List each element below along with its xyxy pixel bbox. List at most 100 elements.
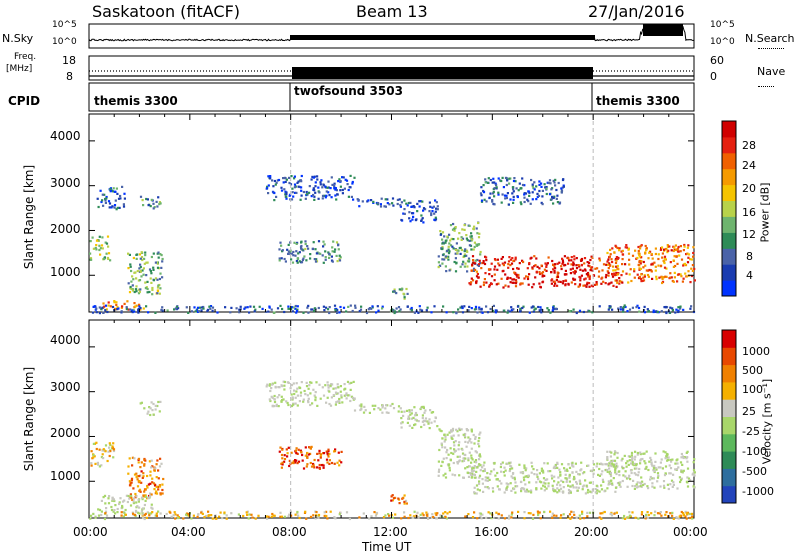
panel-1-cell <box>640 482 643 485</box>
panel-0-cell <box>313 309 316 313</box>
panel-0-cell <box>395 307 398 310</box>
panel-0-cell <box>175 306 178 309</box>
panel-1-cell <box>556 487 559 490</box>
panel-1-cell <box>410 412 413 415</box>
panel-1-cell <box>286 452 289 455</box>
panel-0-cell <box>117 307 120 310</box>
panel-1-cell <box>663 486 666 489</box>
panel-1-cell <box>662 450 665 453</box>
panel-1-cell <box>546 462 549 465</box>
panel-1-cell <box>446 448 449 452</box>
xtick-1600: 16:00 <box>474 525 509 539</box>
panel-1-cell <box>481 513 484 516</box>
panel-0-cell <box>573 255 576 258</box>
panel-1-cell <box>442 457 445 460</box>
panel-0-cell <box>358 205 361 208</box>
panel-0-cell <box>336 260 339 263</box>
panel-1-cell <box>676 487 679 490</box>
panel-1-cell <box>144 499 147 502</box>
panel-1-cell <box>633 464 636 467</box>
panel-1-cell <box>689 516 692 520</box>
panel-1-cell <box>247 517 250 520</box>
panel-1-cell <box>89 517 92 520</box>
panel-1-cell <box>132 512 135 515</box>
panel-1-cell <box>560 514 563 517</box>
panel-1-cell <box>633 458 636 461</box>
panel-1-cell <box>562 480 565 484</box>
panel-0-cell <box>135 277 138 280</box>
panel-0-cell <box>677 273 680 276</box>
panel-1-cell <box>137 498 140 501</box>
panel-1-cell <box>362 411 366 414</box>
panel-1-cell <box>627 463 630 466</box>
panel-1-cell <box>569 491 572 494</box>
panel-1-cell <box>458 459 461 462</box>
panel-0-cell <box>319 252 322 255</box>
panel-1-cell <box>442 512 445 515</box>
panel-1-cell <box>280 395 283 398</box>
panel-0-cell <box>146 198 149 201</box>
panel-1-cell <box>674 462 677 465</box>
panel-0-cell <box>512 190 515 193</box>
panel-0-cell <box>418 205 421 208</box>
panel-0-cell <box>381 305 384 308</box>
panel-1-cell <box>559 471 562 474</box>
panel-1-cell <box>295 459 298 462</box>
panel-1-cell <box>350 381 353 384</box>
panel-0-cell <box>152 252 155 255</box>
panel-0-cell <box>337 248 340 251</box>
panel-1-cell <box>650 459 653 462</box>
panel-0-cell <box>518 262 521 265</box>
panel-1-cell <box>684 510 687 513</box>
panel-0-cell <box>312 241 315 244</box>
panel-1-cell <box>573 513 576 516</box>
freq-panel-frame <box>88 55 695 81</box>
panel-0-cell <box>524 192 528 195</box>
panel-1-cell <box>394 513 397 516</box>
panel-1-cell <box>111 445 114 448</box>
panel-1-cell <box>511 511 514 514</box>
panel-1-cell <box>282 380 285 383</box>
panel-1-cell <box>478 458 481 461</box>
panel-0-cell <box>488 284 491 287</box>
panel-1-cell <box>433 420 436 423</box>
panel-0-cell <box>273 179 276 183</box>
panel-0-cell <box>540 185 543 188</box>
panel-1-cell <box>424 417 428 420</box>
panel-1-cell <box>463 434 466 438</box>
panel-0-cell <box>492 304 495 307</box>
panel-0-cell <box>625 272 628 275</box>
panel-1-cell <box>138 480 141 483</box>
velocity-cbar-tick-6: -500 <box>742 465 767 478</box>
panel-0-cell <box>161 306 164 309</box>
panel-1-cell <box>680 510 683 514</box>
panel-1-cell <box>406 421 409 424</box>
panel-1-cell <box>598 490 601 493</box>
panel-0-cell <box>298 260 301 263</box>
panel-0-cell <box>173 308 176 311</box>
panel-0-cell <box>318 191 321 194</box>
panel-1-cell <box>225 514 228 517</box>
panel-1-cell <box>634 473 638 476</box>
panel-0-cell <box>324 250 327 253</box>
panel-0-cell <box>101 199 104 202</box>
panel-0-cell <box>546 262 549 265</box>
panel-0-cell <box>476 258 479 262</box>
panel-0-cell <box>640 273 643 276</box>
panel-1-cell <box>478 474 482 477</box>
panel-1-cell <box>657 466 660 469</box>
panel-0-cell <box>546 307 549 310</box>
panel-1-cell <box>326 381 329 384</box>
panel-1-cell <box>483 461 486 464</box>
panel-0-cell <box>553 284 556 287</box>
panel-1-cell <box>505 487 508 490</box>
panel-1-cell <box>407 417 410 420</box>
panel-1-cell <box>542 477 546 480</box>
panel-1-cell <box>662 480 666 483</box>
panel-0-cell <box>117 197 121 200</box>
panel-0-cell <box>339 256 342 259</box>
power-cbar-tick-0: 28 <box>742 139 756 152</box>
xtick-0400: 04:00 <box>171 525 206 539</box>
panel-0-cell <box>159 202 162 205</box>
panel-1-cell <box>104 512 107 515</box>
